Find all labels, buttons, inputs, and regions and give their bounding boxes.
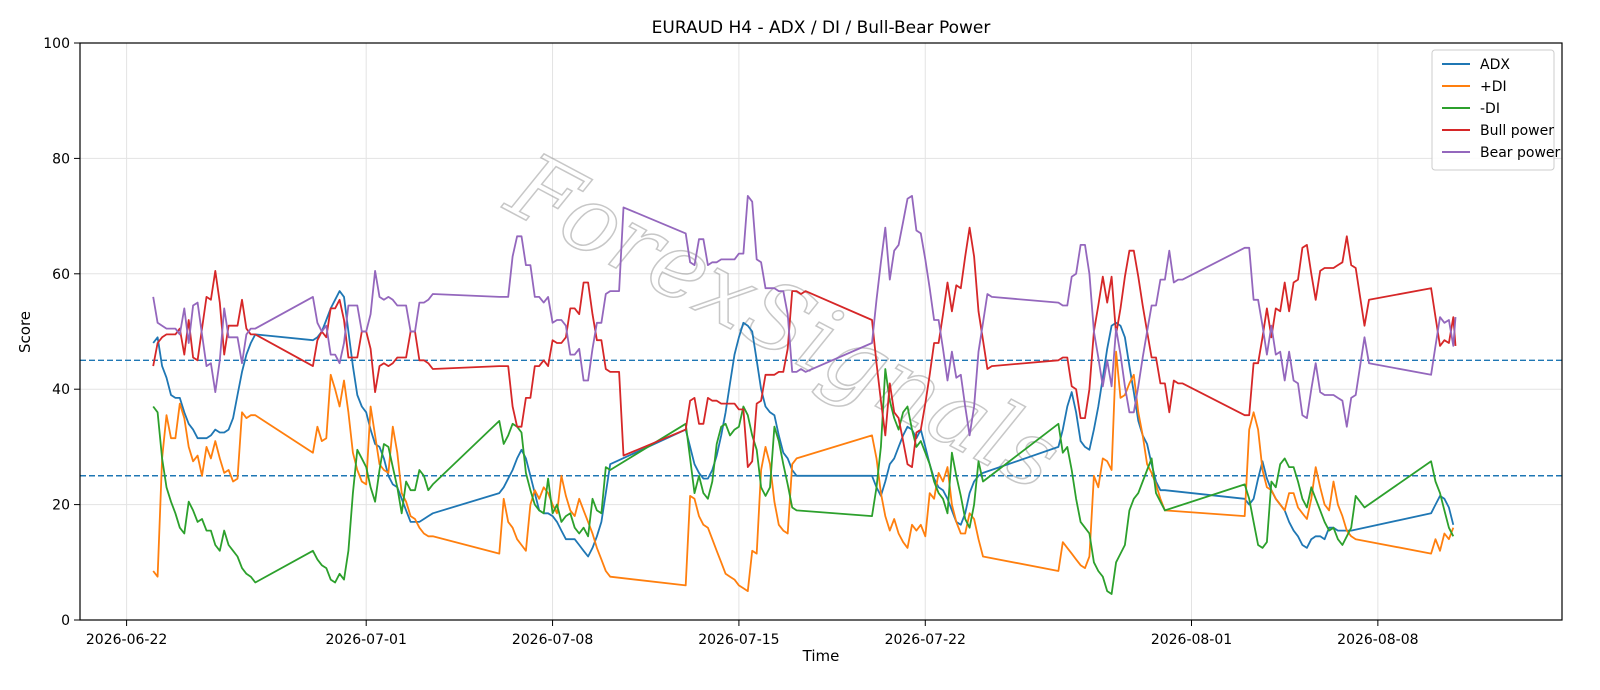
legend-label: Bear power <box>1480 145 1561 161</box>
x-tick-label: 2026-08-01 <box>1151 632 1232 648</box>
legend: ADX +DI -DI Bull power Bear power <box>1431 49 1561 171</box>
plot-border <box>79 42 1563 621</box>
y-axis-label: Score <box>16 311 34 353</box>
x-tick-label: 2026-08-08 <box>1337 632 1418 648</box>
axes: 0 20 40 60 80 100 2026-06-22 2026-07-01 2026-07-… <box>43 36 1418 648</box>
y-tick-label: 20 <box>52 498 70 514</box>
series-line-bull-power <box>152 226 1457 469</box>
legend-box <box>1431 49 1555 171</box>
series-line-adx <box>152 290 1455 558</box>
series-lines <box>152 194 1457 595</box>
x-tick-label: 2026-07-01 <box>326 632 407 648</box>
y-tick-label: 60 <box>52 267 70 283</box>
x-tick-label: 2026-07-08 <box>512 632 593 648</box>
plot-frame <box>79 42 1563 621</box>
legend-label: -DI <box>1480 101 1500 117</box>
legend-label: ADX <box>1480 57 1510 73</box>
legend-label: +DI <box>1480 79 1507 95</box>
chart-title: EURAUD H4 - ADX / DI / Bull-Bear Power <box>652 18 991 38</box>
y-tick-label: 0 <box>61 613 70 629</box>
series-line--di <box>152 368 1455 595</box>
x-tick-label: 2026-07-15 <box>698 632 779 648</box>
y-tick-label: 80 <box>52 151 70 167</box>
series-line--di <box>152 350 1455 592</box>
y-tick-label: 100 <box>43 36 70 52</box>
y-tick-label: 40 <box>52 382 70 398</box>
x-tick-label: 2026-06-22 <box>86 632 167 648</box>
series-line-bear-power <box>152 194 1457 437</box>
x-axis-label: Time <box>802 647 840 665</box>
x-tick-label: 2026-07-22 <box>885 632 966 648</box>
legend-label: Bull power <box>1480 123 1554 139</box>
